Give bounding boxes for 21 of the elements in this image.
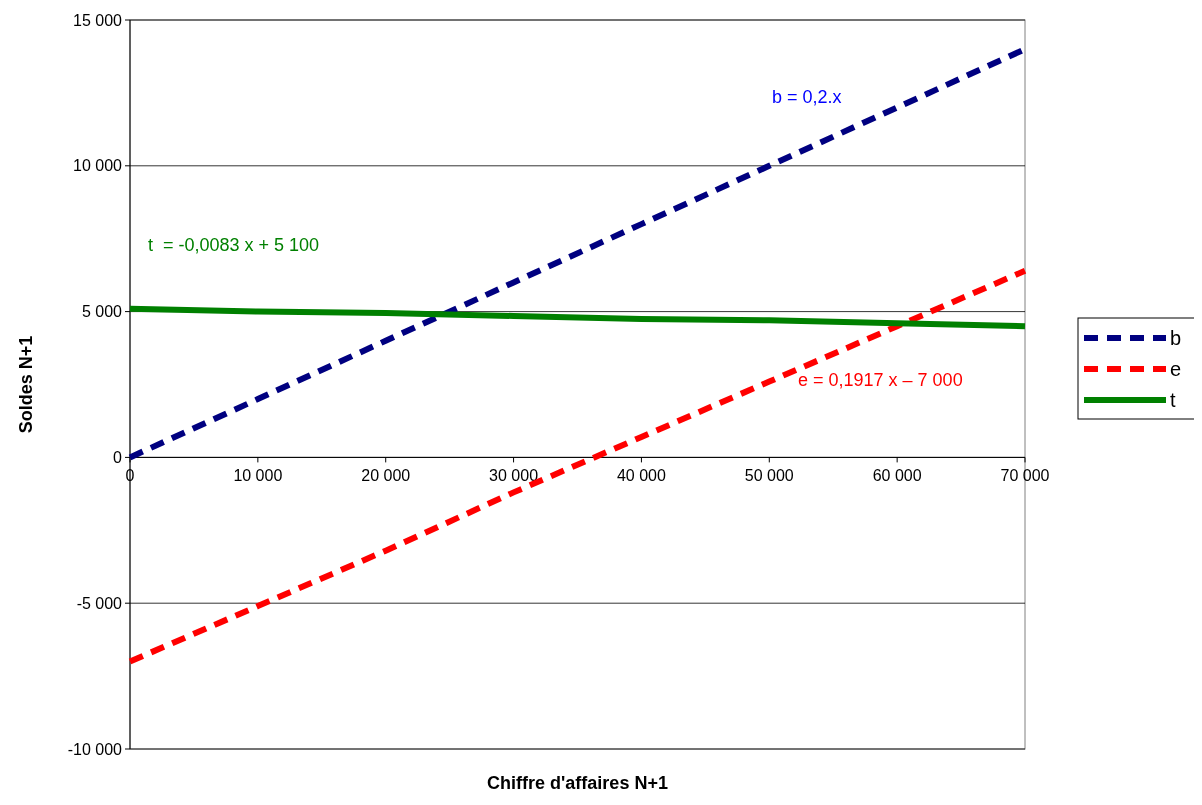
y-tick-label: 15 000	[73, 11, 123, 29]
x-tick-label: 20 000	[361, 467, 411, 485]
y-tick-label: -5 000	[76, 594, 123, 612]
legend-label: e	[1170, 358, 1182, 380]
y-axis-title: Soldes N+1	[16, 335, 36, 434]
y-tick-label: 0	[113, 449, 123, 466]
x-tick-label: 50 000	[744, 467, 794, 485]
y-tick-label: 10 000	[73, 157, 123, 175]
x-tick-label: 10 000	[233, 467, 283, 485]
legend-label: b	[1170, 327, 1182, 349]
y-tick-label: 5 000	[81, 303, 123, 321]
x-tick-label: 40 000	[616, 467, 666, 485]
x-axis-title: Chiffre d'affaires N+1	[487, 773, 668, 793]
legend-label: t	[1170, 389, 1176, 411]
annotation: t = -0,0083 x + 5 100	[148, 235, 320, 256]
x-tick-label: 30 000	[489, 467, 539, 485]
annotation: e = 0,1917 x – 7 000	[798, 370, 963, 391]
y-tick-label: -10 000	[67, 740, 123, 758]
x-tick-label: 70 000	[1000, 467, 1050, 485]
annotation: b = 0,2.x	[772, 87, 842, 108]
x-tick-label: 60 000	[872, 467, 922, 485]
